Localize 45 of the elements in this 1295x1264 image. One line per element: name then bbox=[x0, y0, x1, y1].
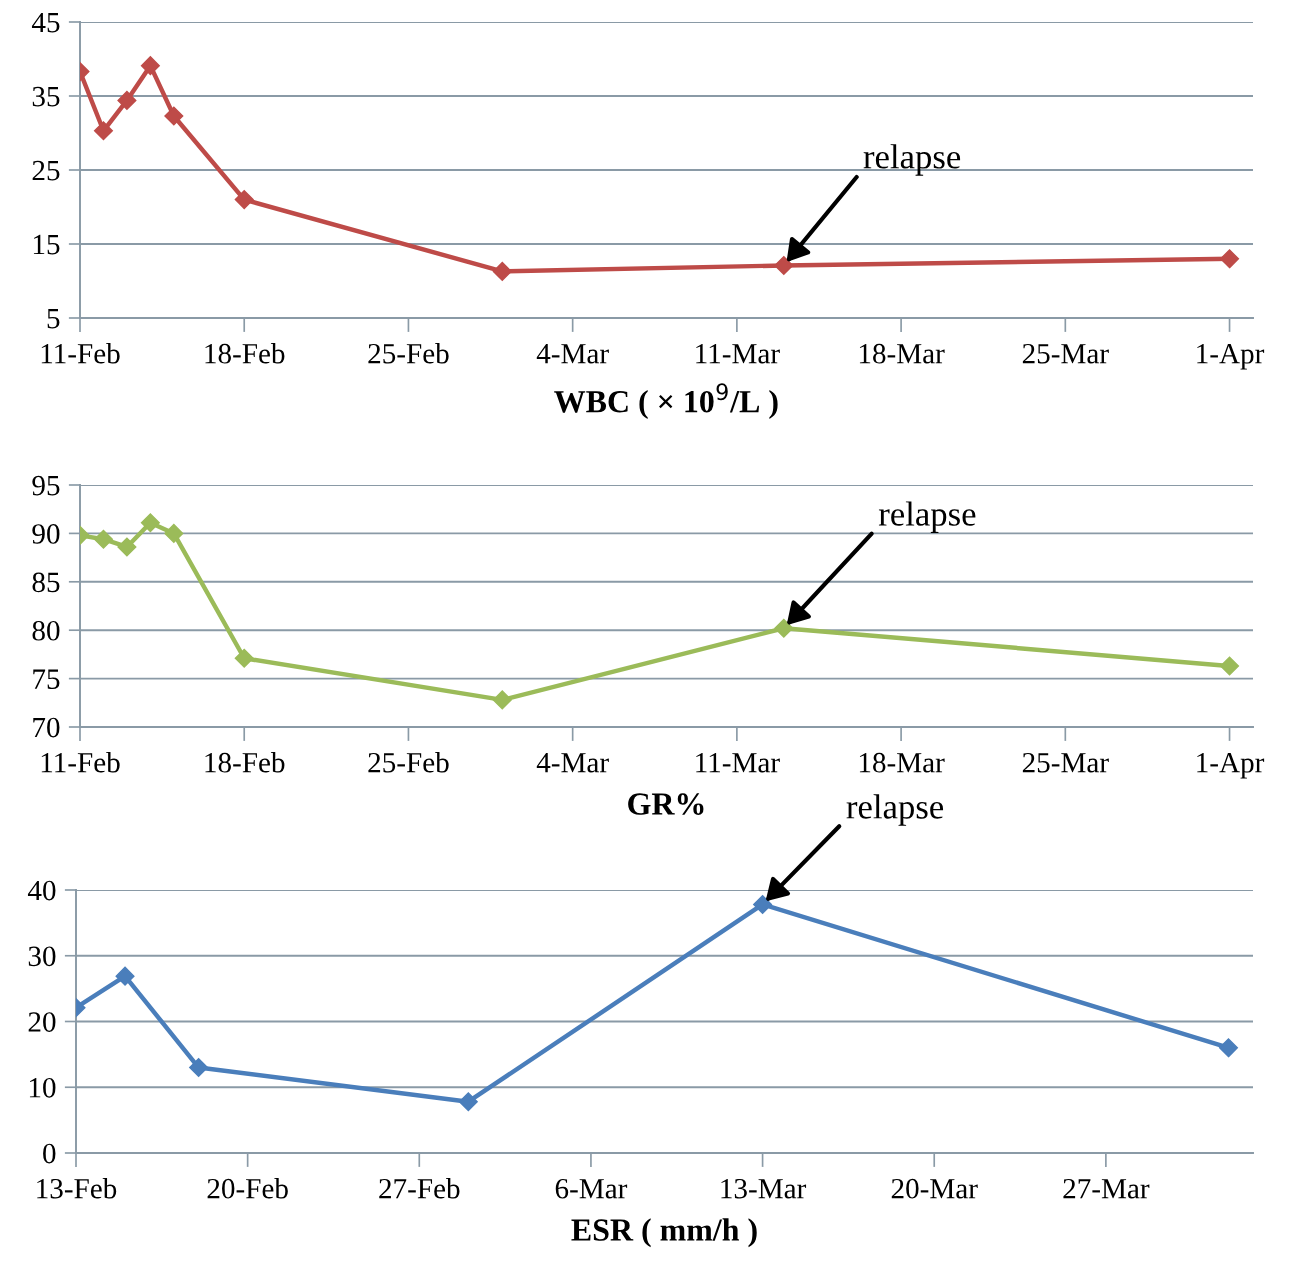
x-tick-label: 20-Mar bbox=[891, 1178, 978, 1199]
x-tick-label: 13-Mar bbox=[721, 1178, 807, 1199]
x-tick-label: 4-Mar bbox=[536, 344, 609, 364]
x-tick-label: 13-Feb bbox=[37, 1178, 117, 1199]
y-tick-label: 40 bbox=[27, 880, 56, 901]
y-tick-label: 15 bbox=[33, 234, 60, 255]
y-tick-label: 85 bbox=[32, 572, 60, 593]
y-tick-label: 70 bbox=[33, 717, 60, 738]
y-tick-label: 20 bbox=[28, 1012, 56, 1032]
x-tick-label: 18-Mar bbox=[859, 752, 945, 773]
x-axis-title: WBC ( × 10$^{9}$/L ) bbox=[554, 383, 778, 419]
x-tick-label: 18-Feb bbox=[205, 752, 285, 773]
y-tick-label: 75 bbox=[33, 669, 60, 690]
y-tick-label: 25 bbox=[32, 160, 60, 181]
x-axis-title: ESR ( mm/h ) bbox=[571, 1218, 757, 1248]
x-tick-label: 27-Mar bbox=[1063, 1178, 1150, 1199]
x-tick-label: 18-Mar bbox=[859, 343, 945, 364]
x-tick-label: 11-Mar bbox=[696, 343, 780, 364]
y-tick-label: 0 bbox=[43, 1143, 56, 1164]
x-tick-label: 27-Feb bbox=[379, 1178, 460, 1199]
annotation: relapse bbox=[878, 501, 976, 533]
x-tick-label: 20-Feb bbox=[207, 1178, 288, 1199]
x-tick-label: 1-Apr bbox=[1197, 343, 1265, 370]
x-tick-label: 1-Apr bbox=[1197, 752, 1265, 779]
x-tick-label: 25-Feb bbox=[368, 343, 449, 364]
x-tick-label: 25-Feb bbox=[368, 752, 449, 773]
x-tick-label: 25-Mar bbox=[1022, 752, 1109, 773]
x-axis-title: GR% bbox=[628, 793, 704, 815]
x-tick-label: 11-Feb bbox=[41, 343, 120, 364]
x-tick-label: 4-Mar bbox=[536, 753, 609, 773]
y-tick-label: 30 bbox=[28, 946, 56, 967]
y-tick-label: 10 bbox=[29, 1077, 56, 1098]
y-tick-label: 90 bbox=[32, 524, 60, 544]
annotation: relapse bbox=[846, 794, 944, 826]
y-tick-label: 5 bbox=[47, 309, 60, 329]
y-tick-label: 95 bbox=[32, 475, 60, 496]
x-tick-label: 18-Feb bbox=[205, 343, 285, 364]
x-tick-label: 6-Mar bbox=[555, 1178, 628, 1199]
y-tick-label: 45 bbox=[31, 12, 60, 33]
y-tick-label: 35 bbox=[32, 86, 60, 107]
x-tick-label: 25-Mar bbox=[1022, 343, 1109, 364]
x-tick-label: 11-Feb bbox=[41, 752, 120, 773]
x-tick-label: 11-Mar bbox=[696, 752, 780, 773]
y-tick-label: 80 bbox=[32, 620, 60, 641]
annotation: relapse bbox=[863, 144, 961, 176]
